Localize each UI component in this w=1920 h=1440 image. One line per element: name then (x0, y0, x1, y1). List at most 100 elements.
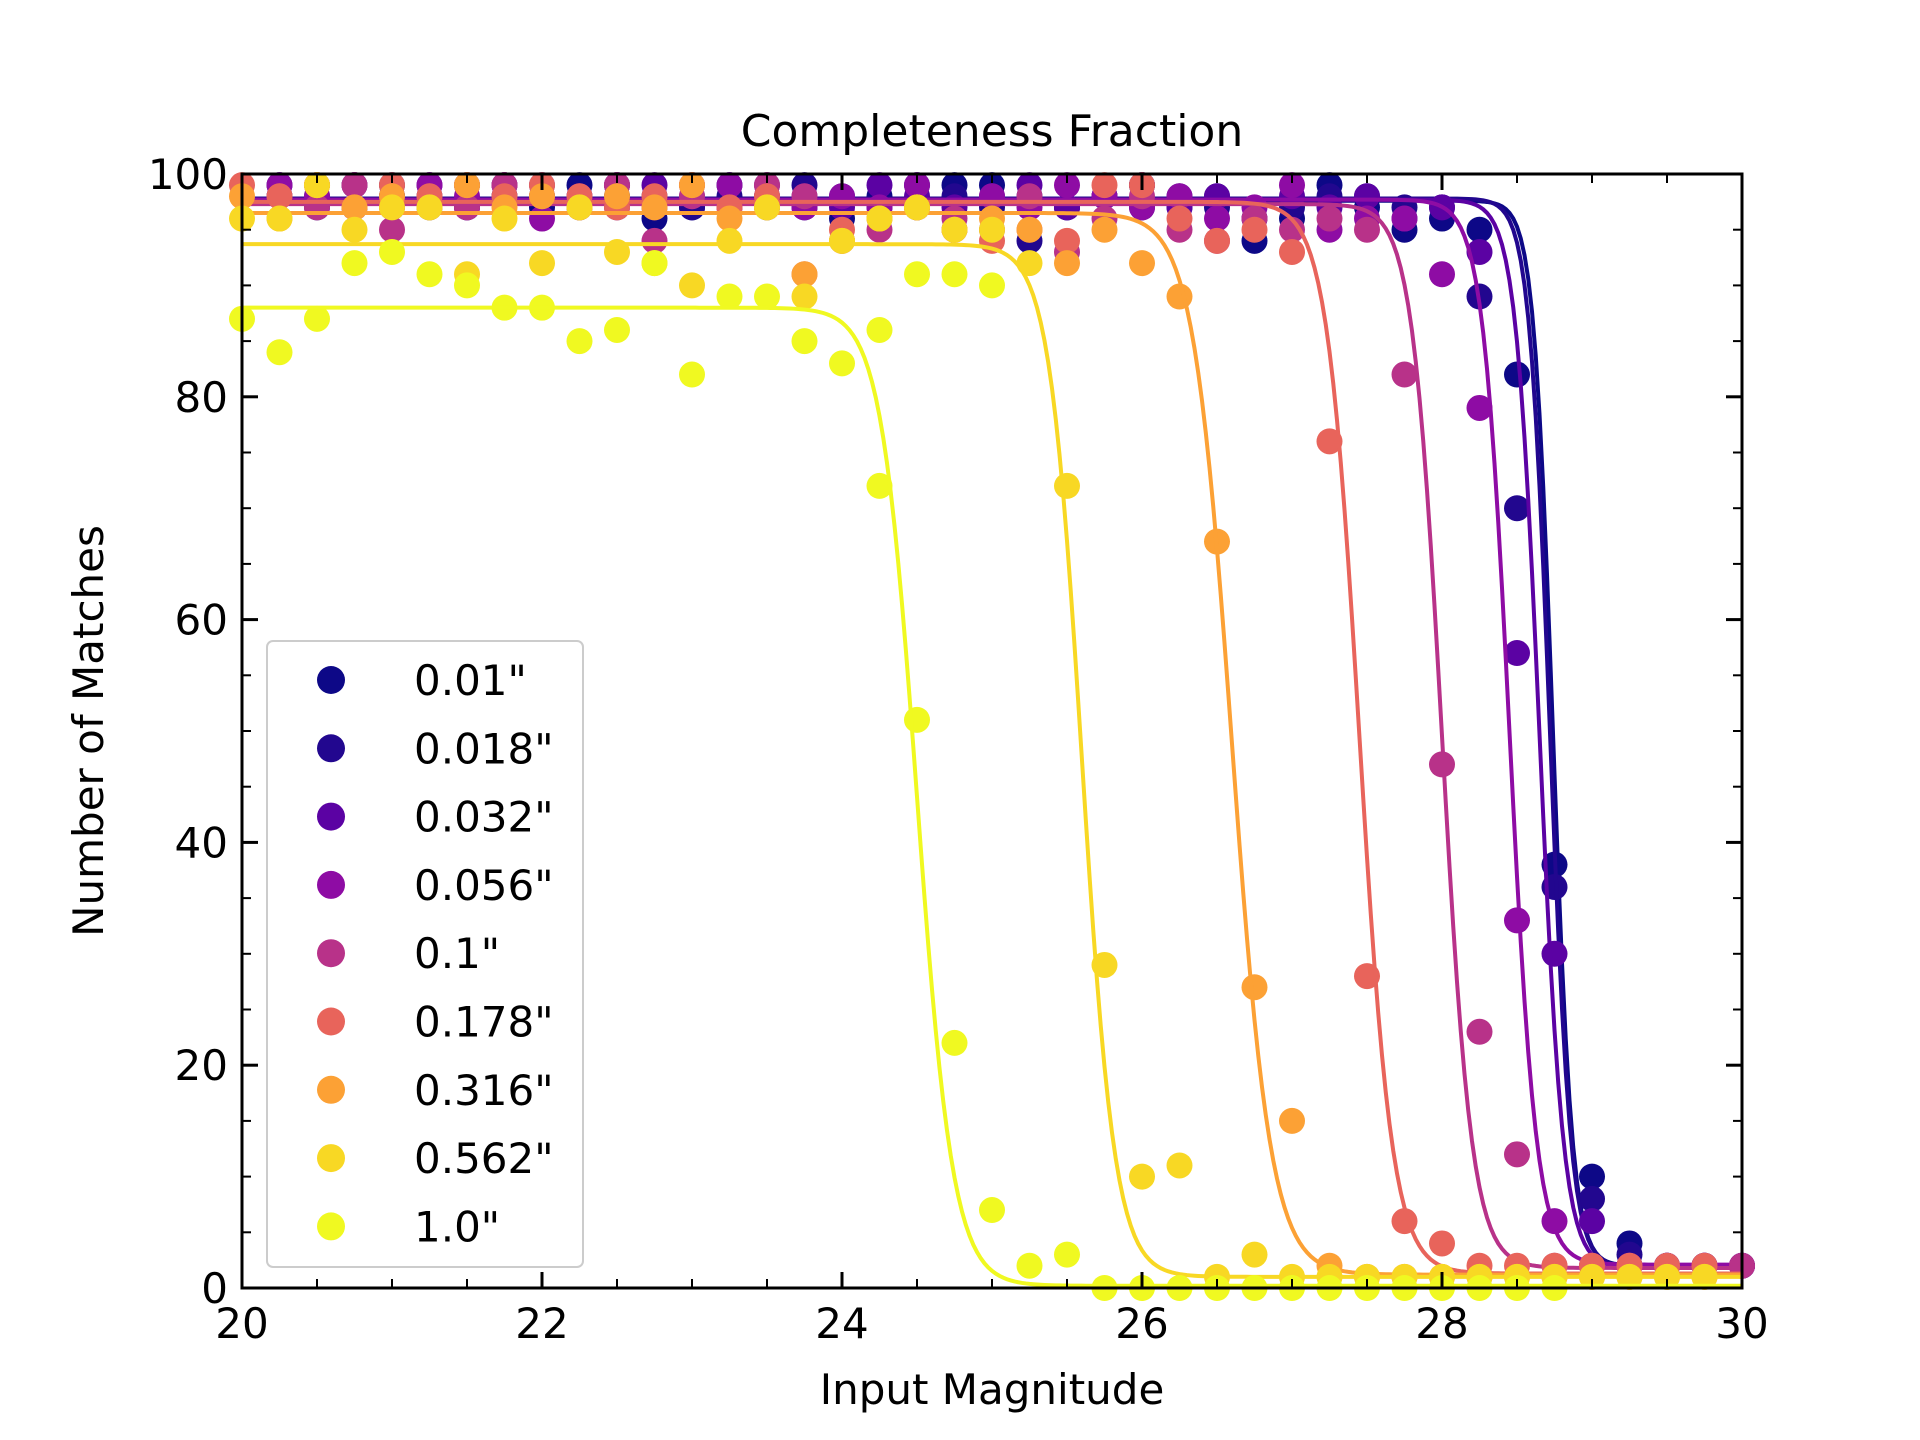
data-point (979, 216, 1005, 243)
data-point (379, 194, 405, 221)
y-tick-label: 80 (175, 373, 228, 422)
legend-label: 0.018" (414, 724, 554, 773)
legend-item: 1.0" (317, 1202, 500, 1251)
data-point (454, 272, 480, 299)
data-point (304, 305, 330, 332)
data-point (1054, 1241, 1080, 1268)
data-point (979, 272, 1005, 299)
data-point (566, 194, 593, 221)
data-point (1429, 261, 1455, 288)
data-point (604, 316, 630, 343)
data-point (866, 472, 893, 499)
data-point (754, 283, 780, 310)
series-layer (229, 172, 1755, 1301)
data-point (1279, 238, 1305, 265)
data-point (866, 172, 893, 199)
data-point (1204, 205, 1230, 232)
data-point (866, 316, 893, 343)
data-point (1054, 172, 1080, 199)
data-point (716, 227, 743, 254)
chart-title: Completeness Fraction (741, 106, 1243, 157)
data-point (304, 194, 330, 221)
data-point (1579, 1163, 1605, 1190)
data-point (1466, 1018, 1493, 1045)
data-point (791, 283, 818, 310)
x-tick-label: 26 (1115, 1299, 1168, 1348)
data-point (1354, 216, 1380, 243)
data-point (416, 194, 443, 221)
data-point (1354, 183, 1380, 210)
data-point (304, 172, 330, 199)
data-point (1054, 472, 1080, 499)
data-point (1204, 227, 1230, 254)
y-tick-label: 100 (148, 150, 228, 199)
legend-marker (317, 1144, 345, 1173)
data-point (454, 194, 480, 221)
data-point (1429, 1230, 1455, 1257)
data-point (1016, 250, 1043, 277)
data-point (1016, 216, 1043, 243)
fit-curve (242, 242, 1742, 1279)
legend-label: 0.032" (414, 793, 554, 842)
data-point (1504, 1141, 1530, 1168)
legend-label: 0.056" (414, 861, 554, 910)
data-point (491, 205, 518, 232)
x-tick-label: 20 (215, 1299, 268, 1348)
data-point (1054, 227, 1080, 254)
data-point (716, 205, 743, 232)
data-point (904, 172, 930, 199)
y-tick-label: 60 (175, 596, 228, 645)
data-point (1279, 1107, 1305, 1134)
data-point (1316, 428, 1343, 455)
y-tick-label: 0 (201, 1264, 228, 1313)
data-point (266, 339, 293, 366)
data-point (1391, 361, 1418, 388)
data-point (1129, 1163, 1155, 1190)
data-point (1054, 250, 1080, 277)
data-point (1016, 1252, 1043, 1279)
legend-marker (317, 1212, 345, 1241)
data-point (1504, 907, 1530, 934)
legend-item: 0.018" (317, 724, 554, 773)
data-point (566, 328, 593, 355)
data-point (866, 205, 893, 232)
data-point (1504, 495, 1530, 522)
data-point (904, 261, 930, 288)
x-tick-label: 22 (515, 1299, 568, 1348)
data-point (829, 350, 855, 377)
data-point (1091, 216, 1118, 243)
legend-item: 0.1" (317, 929, 500, 978)
data-point (1166, 1152, 1193, 1179)
legend-marker (317, 870, 345, 899)
legend-item: 0.056" (317, 861, 554, 910)
legend-item: 0.01" (317, 656, 527, 705)
legend-label: 0.178" (414, 998, 554, 1047)
y-axis-label: Number of Matches (64, 525, 113, 937)
data-point (341, 194, 368, 221)
legend-item: 0.562" (317, 1134, 554, 1183)
legend-label: 0.316" (414, 1066, 554, 1115)
data-point (791, 328, 818, 355)
data-point (1166, 205, 1193, 232)
data-point (1466, 394, 1493, 421)
data-point (791, 261, 818, 288)
data-point (454, 172, 480, 199)
legend-item: 0.032" (317, 793, 554, 842)
data-point (1241, 974, 1268, 1001)
legend-marker (317, 1007, 345, 1036)
legend-label: 0.01" (414, 656, 527, 705)
data-point (716, 283, 743, 310)
data-point (1504, 361, 1530, 388)
data-point (1129, 250, 1155, 277)
data-point (1579, 1208, 1605, 1235)
data-point (679, 172, 705, 199)
data-point (904, 194, 930, 221)
data-point (341, 216, 368, 243)
data-point (679, 272, 705, 299)
data-point (641, 250, 668, 277)
data-point (941, 216, 968, 243)
legend-label: 0.1" (414, 929, 500, 978)
legend-label: 0.562" (414, 1134, 554, 1183)
